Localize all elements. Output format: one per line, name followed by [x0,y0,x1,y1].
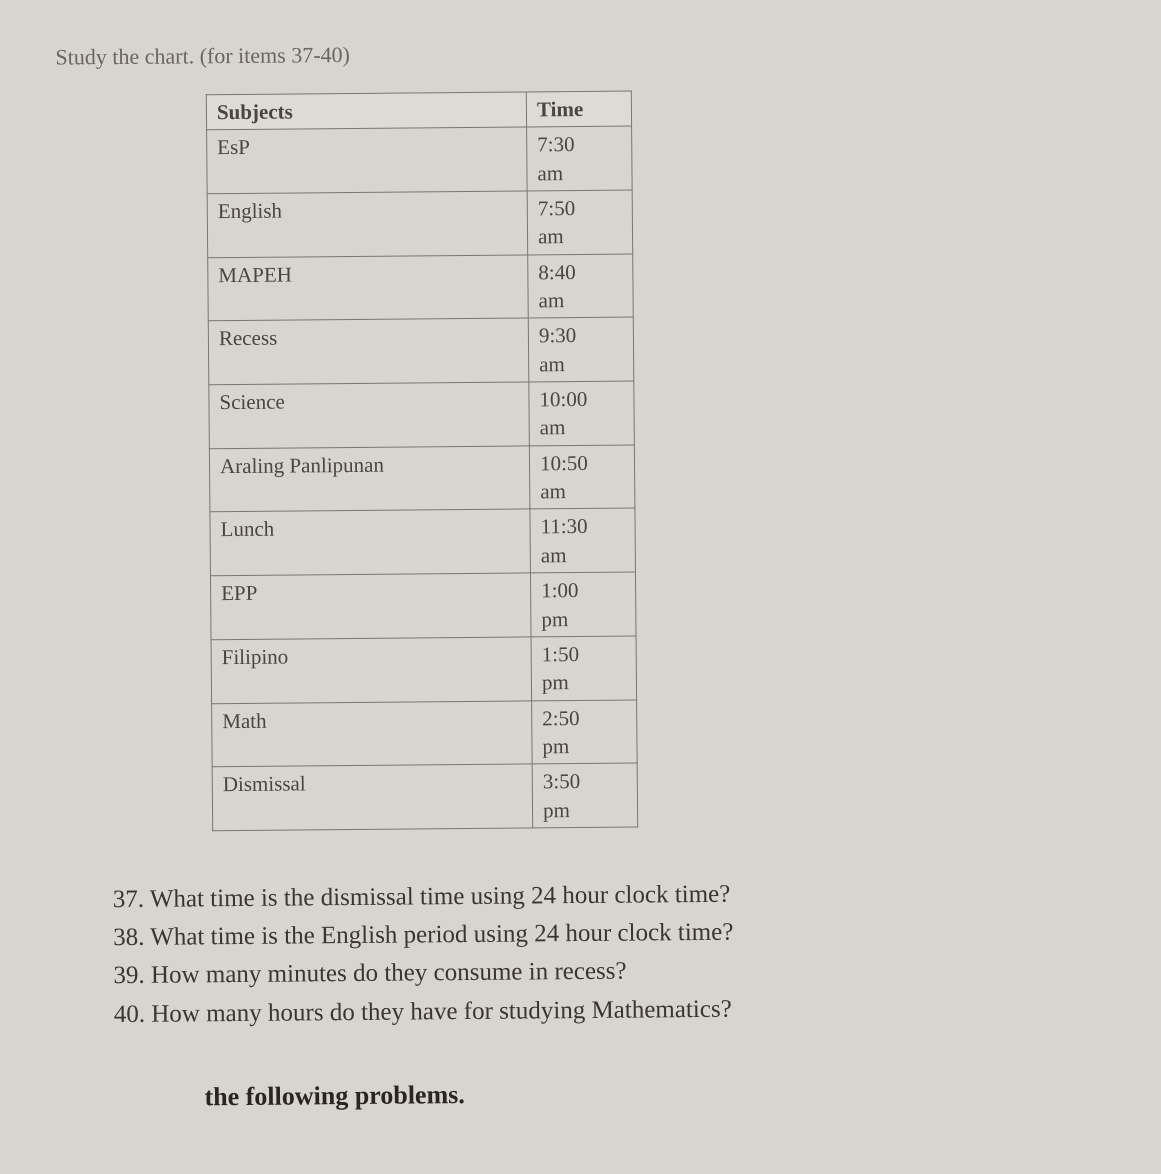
questions-list: 37. What time is the dismissal time usin… [113,873,1115,1033]
cell-subject: Math [212,700,533,766]
table-row: Math2:50pm [212,700,638,767]
cell-subject: EPP [210,573,531,639]
cell-time: 10:50am [529,445,635,510]
question-item: 40. How many hours do they have for stud… [114,988,1115,1033]
table-row: Recess9:30am [208,317,634,384]
table-row: English7:50am [207,190,633,257]
cell-time: 11:30am [530,508,636,573]
cell-time: 9:30am [528,317,634,382]
cell-time: 1:00pm [530,572,636,637]
table-header-row: Subjects Time [206,91,631,130]
cell-time: 2:50pm [532,700,638,765]
cell-subject: MAPEH [208,255,529,321]
cell-subject: Recess [208,318,529,384]
question-item: 37. What time is the dismissal time usin… [113,873,1114,918]
cell-subject: Dismissal [212,764,533,830]
header-time: Time [526,91,631,127]
cell-time: 10:00am [529,381,635,446]
worksheet-page: Study the chart. (for items 37-40) Subje… [45,35,1115,1115]
table-row: Lunch11:30am [210,508,636,575]
cell-subject: Filipino [211,637,532,703]
schedule-table: Subjects Time EsP7:30amEnglish7:50amMAPE… [206,91,638,832]
cell-subject: Lunch [210,509,531,575]
table-row: Science10:00am [209,381,635,448]
table-row: EsP7:30am [207,126,633,193]
cell-time: 8:40am [528,254,634,319]
cell-time: 7:50am [527,190,633,255]
question-item: 39. How many minutes do they consume in … [113,950,1114,995]
cell-subject: Science [209,382,530,448]
cell-subject: English [207,191,528,257]
cell-time: 7:30am [527,126,633,191]
table-row: EPP1:00pm [210,572,636,639]
cell-subject: EsP [207,127,528,193]
question-item: 38. What time is the English period usin… [113,912,1114,957]
cell-time: 1:50pm [531,636,637,701]
table-row: Araling Panlipunan10:50am [209,445,635,512]
footer-fragment: the following problems. [204,1074,1115,1114]
instruction-text: Study the chart. (for items 37-40) [55,35,1106,70]
table-row: Dismissal3:50pm [212,763,638,830]
cell-time: 3:50pm [532,763,638,828]
header-subjects: Subjects [206,92,526,130]
table-row: Filipino1:50pm [211,636,637,703]
cell-subject: Araling Panlipunan [209,446,530,512]
table-row: MAPEH8:40am [208,254,634,321]
